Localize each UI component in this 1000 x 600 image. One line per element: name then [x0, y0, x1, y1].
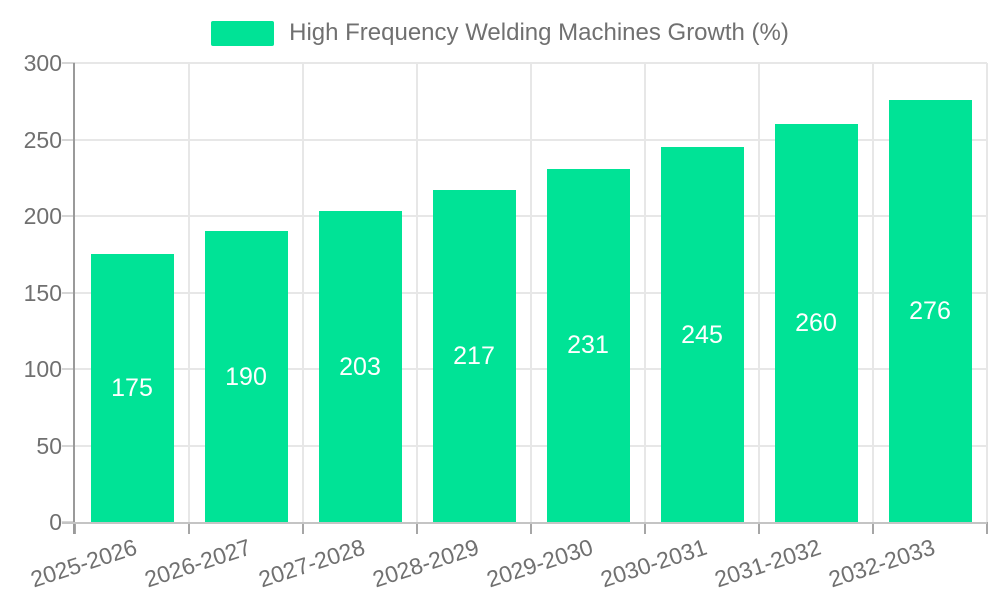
bar-value-label: 276 — [909, 296, 951, 325]
x-axis-tick — [416, 522, 418, 534]
bar[interactable] — [660, 147, 744, 522]
y-axis-tick — [62, 62, 75, 64]
bar-value-label: 175 — [111, 374, 153, 403]
x-axis-tick — [758, 522, 760, 534]
legend[interactable]: High Frequency Welding Machines Growth (… — [0, 19, 1000, 47]
x-axis-tick-label: 2028-2029 — [369, 533, 483, 593]
bar-value-label: 217 — [453, 341, 495, 370]
y-axis-tick — [62, 368, 75, 370]
bar[interactable] — [204, 231, 288, 522]
x-axis-tick — [188, 522, 190, 534]
y-axis-tick-label: 100 — [23, 356, 62, 382]
legend-label: High Frequency Welding Machines Growth (… — [289, 19, 789, 46]
bar-value-label: 203 — [339, 352, 381, 381]
bar[interactable] — [888, 99, 972, 522]
y-axis-tick-label: 300 — [23, 50, 62, 76]
x-gridline — [302, 63, 304, 522]
y-axis-tick-label: 150 — [23, 279, 62, 306]
x-gridline — [986, 63, 988, 522]
bar-value-label: 190 — [225, 362, 267, 391]
x-axis-tick — [530, 522, 532, 534]
x-axis-tick-label: 2025-2026 — [27, 533, 141, 593]
x-gridline — [188, 63, 190, 522]
bar[interactable] — [318, 211, 402, 522]
x-axis-tick — [302, 522, 304, 534]
y-axis-tick-label: 0 — [49, 509, 62, 535]
y-axis-tick-label: 250 — [23, 126, 62, 153]
x-axis-tick-label: 2032-2033 — [825, 533, 939, 593]
y-axis-tick — [62, 291, 75, 294]
x-axis-tick — [986, 522, 988, 534]
bar-value-label: 260 — [795, 309, 837, 338]
y-axis-tick — [62, 215, 75, 217]
x-axis-tick — [74, 522, 76, 534]
x-gridline — [416, 63, 418, 522]
x-axis-tick — [872, 522, 874, 534]
y-axis-tick-label: 200 — [23, 203, 62, 229]
x-gridline — [644, 63, 646, 522]
y-axis-tick-label: 50 — [36, 432, 62, 459]
x-gridline — [758, 63, 760, 522]
bar[interactable] — [774, 124, 858, 522]
bar-value-label: 245 — [681, 320, 723, 349]
bar[interactable] — [546, 168, 630, 522]
y-axis-tick — [62, 444, 75, 447]
y-axis-tick — [62, 138, 75, 141]
x-axis-tick-label: 2031-2032 — [711, 533, 825, 593]
x-axis-tick-label: 2027-2028 — [255, 533, 369, 593]
bar-value-label: 231 — [567, 331, 609, 360]
x-axis-tick — [644, 522, 646, 534]
x-axis-tick-label: 2029-2030 — [483, 533, 597, 593]
x-gridline — [872, 63, 874, 522]
legend-marker — [211, 20, 275, 46]
bar[interactable] — [432, 189, 516, 522]
bar[interactable] — [90, 254, 174, 522]
y-axis-line — [73, 63, 75, 534]
x-axis-line — [62, 522, 987, 524]
x-gridline — [530, 63, 532, 522]
x-axis-tick-label: 2026-2027 — [141, 533, 255, 593]
x-axis-tick-label: 2030-2031 — [597, 533, 711, 593]
